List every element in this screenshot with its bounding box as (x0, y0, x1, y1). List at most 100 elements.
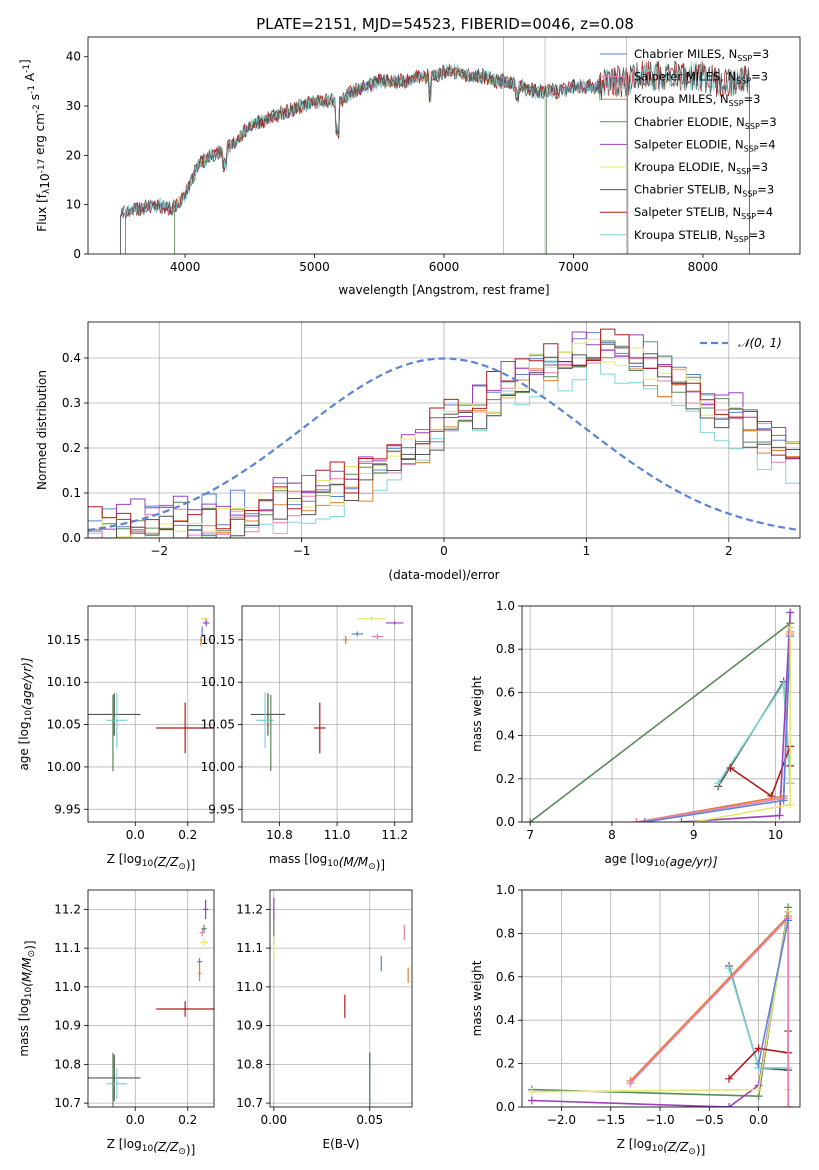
data-point-chabrier-miles (351, 631, 364, 637)
y-tick-label: 0.2 (496, 772, 515, 786)
legend-text: =3 (751, 70, 768, 84)
x-axis-label-part: (Z/Z (663, 1140, 689, 1154)
series-marker-salpeter-stelib (725, 1074, 734, 1083)
y-axis-label-part: age [log (17, 721, 31, 770)
x-axis-label: E(B-V) (322, 1137, 359, 1151)
series-marker-kroupa-stelib (725, 964, 734, 973)
axes-frame (87, 321, 801, 539)
figure-title: PLATE=2151, MJD=54523, FIBERID=0046, z=0… (256, 15, 634, 33)
points-age-Z (88, 617, 214, 772)
x-axis-label-part: Z [log (617, 1137, 652, 1151)
y-tick-label: 10.15 (47, 633, 81, 647)
x-tick-label: 11.0 (324, 828, 351, 842)
y-axis-label-part: -1 (27, 85, 37, 94)
axes-frame (269, 889, 413, 1108)
x-tick-label: 0.2 (178, 828, 197, 842)
x-tick-label: 0 (440, 544, 448, 558)
legend-sub: SSP (737, 54, 752, 63)
series-marker-salpeter-elodie (527, 1096, 536, 1105)
x-axis-label-part: age [log (604, 852, 653, 866)
x-tick-label: 9 (690, 828, 698, 842)
spectrum-lines (120, 37, 750, 254)
data-point-salpeter-elodie (202, 899, 209, 920)
y-tick-label: 0.0 (496, 815, 515, 829)
x-tick-label: 5000 (299, 260, 330, 274)
y-tick-label: 11.1 (54, 941, 81, 955)
legend-text: Chabrier ELODIE, N (634, 115, 745, 129)
data-point-kroupa-miles (342, 635, 349, 645)
y-tick-label: 0.1 (62, 486, 81, 500)
histogram-kroupa-miles (88, 355, 800, 538)
series-marker-salpeter-elodie (786, 608, 795, 617)
x-axis-label-part: 10 (654, 859, 666, 869)
y-axis-label: mass weight (470, 676, 484, 752)
data-point-chabrier-miles (201, 626, 203, 637)
x-axis-label: mass [log10(M/M⊙)] (269, 852, 385, 872)
legend-text: =3 (760, 115, 777, 129)
y-axis-label: Flux [fλ10-17 erg cm-2 s-1 A-1] (18, 59, 52, 231)
axes-mass-Z: 0.0 0.210.710.810.911.011.111.2Z [log10(Z… (17, 889, 215, 1157)
data-point-kroupa-miles (198, 965, 201, 982)
y-tick-label: 0.2 (62, 441, 81, 455)
x-tick-label: −0.5 (695, 1113, 724, 1127)
x-tick-label: 8000 (688, 260, 719, 274)
legend-text: =3 (752, 47, 769, 61)
legend-entry-salpeter-stelib: Salpeter STELIB, NSSP=4 (634, 205, 773, 221)
y-tick-label: 10.7 (54, 1096, 81, 1110)
x-axis-label-part: Z [log (107, 852, 142, 866)
x-axis-label-part: E(B-V) (322, 1137, 359, 1151)
y-tick-label: 10.05 (201, 718, 235, 732)
series-marker-chabrier-elodie (526, 818, 535, 822)
data-point-chabrier-stelib (88, 1054, 141, 1102)
x-tick-label: 7000 (558, 260, 589, 274)
data-point-salpeter-stelib (156, 1001, 214, 1017)
axes-age-mass: 10.8 11.0 11.2 9.95 10.00 10.05 10.10 10.15 mass… (201, 605, 413, 872)
y-tick-label: 10.00 (47, 760, 81, 774)
y-axis-label-part: s (28, 94, 42, 104)
y-tick-label: 0.8 (496, 642, 515, 656)
legend-text: =3 (757, 183, 774, 197)
y-axis-label: age [log10(age/yr)] (17, 657, 34, 770)
axes-frame (87, 36, 801, 255)
data-point-salpeter-stelib (344, 994, 346, 1018)
x-axis-label: (data-model)/error (388, 568, 499, 582)
x-axis-label-part: )] (696, 1143, 705, 1157)
y-tick-label: 1.0 (496, 883, 515, 897)
data-point-chabrier-elodie (369, 1052, 371, 1107)
y-tick-label: 10.8 (54, 1057, 81, 1071)
series-marker-chabrier-miles (640, 818, 649, 822)
y-tick-label: 10.00 (201, 760, 235, 774)
y-axis-label-part: erg cm (33, 113, 47, 159)
data-point-salpeter-elodie (202, 619, 210, 627)
y-tick-label: 11.1 (236, 941, 263, 955)
data-point-kroupa-elodie (273, 936, 275, 960)
x-tick-label: 0.00 (260, 1113, 287, 1127)
x-axis-label-part: 10 (142, 859, 154, 869)
y-tick-label: 0.6 (496, 685, 515, 699)
x-axis-label: Z [log10(Z/Z⊙)] (107, 1137, 196, 1157)
legend-entry-chabrier-stelib: Chabrier STELIB, NSSP=3 (634, 183, 774, 199)
y-axis-label-part: 10 (24, 710, 34, 722)
data-point-chabrier-elodie (112, 1052, 114, 1107)
legend-entry-kroupa-miles: Kroupa MILES, NSSP=3 (634, 92, 760, 108)
y-tick-label: 9.95 (208, 802, 235, 816)
legend-sub: SSP (741, 212, 756, 221)
x-axis-label-part: (Z/Z (153, 855, 179, 869)
y-tick-label: 10.8 (236, 1057, 263, 1071)
y-axis-label-part: Flux [f (35, 193, 49, 231)
x-tick-label: −2 (150, 544, 168, 558)
histogram-salpeter-stelib (88, 328, 800, 534)
legend-text: Salpeter ELODIE, N (634, 137, 744, 151)
legend-text: =4 (759, 137, 776, 151)
legend-entry-salpeter-miles: Salpeter MILES, NSSP=3 (634, 70, 768, 86)
legend-text: Salpeter MILES, N (634, 70, 736, 84)
x-tick-label: 8 (608, 828, 616, 842)
points-mass-EBV (273, 897, 409, 1107)
points-mass-Z (88, 899, 214, 1107)
legend-text: =4 (756, 205, 773, 219)
x-tick-label: 1 (583, 544, 591, 558)
axes-frame (87, 889, 215, 1108)
series-marker-salpeter-stelib (726, 764, 735, 772)
x-tick-label: 0.0 (126, 828, 145, 842)
